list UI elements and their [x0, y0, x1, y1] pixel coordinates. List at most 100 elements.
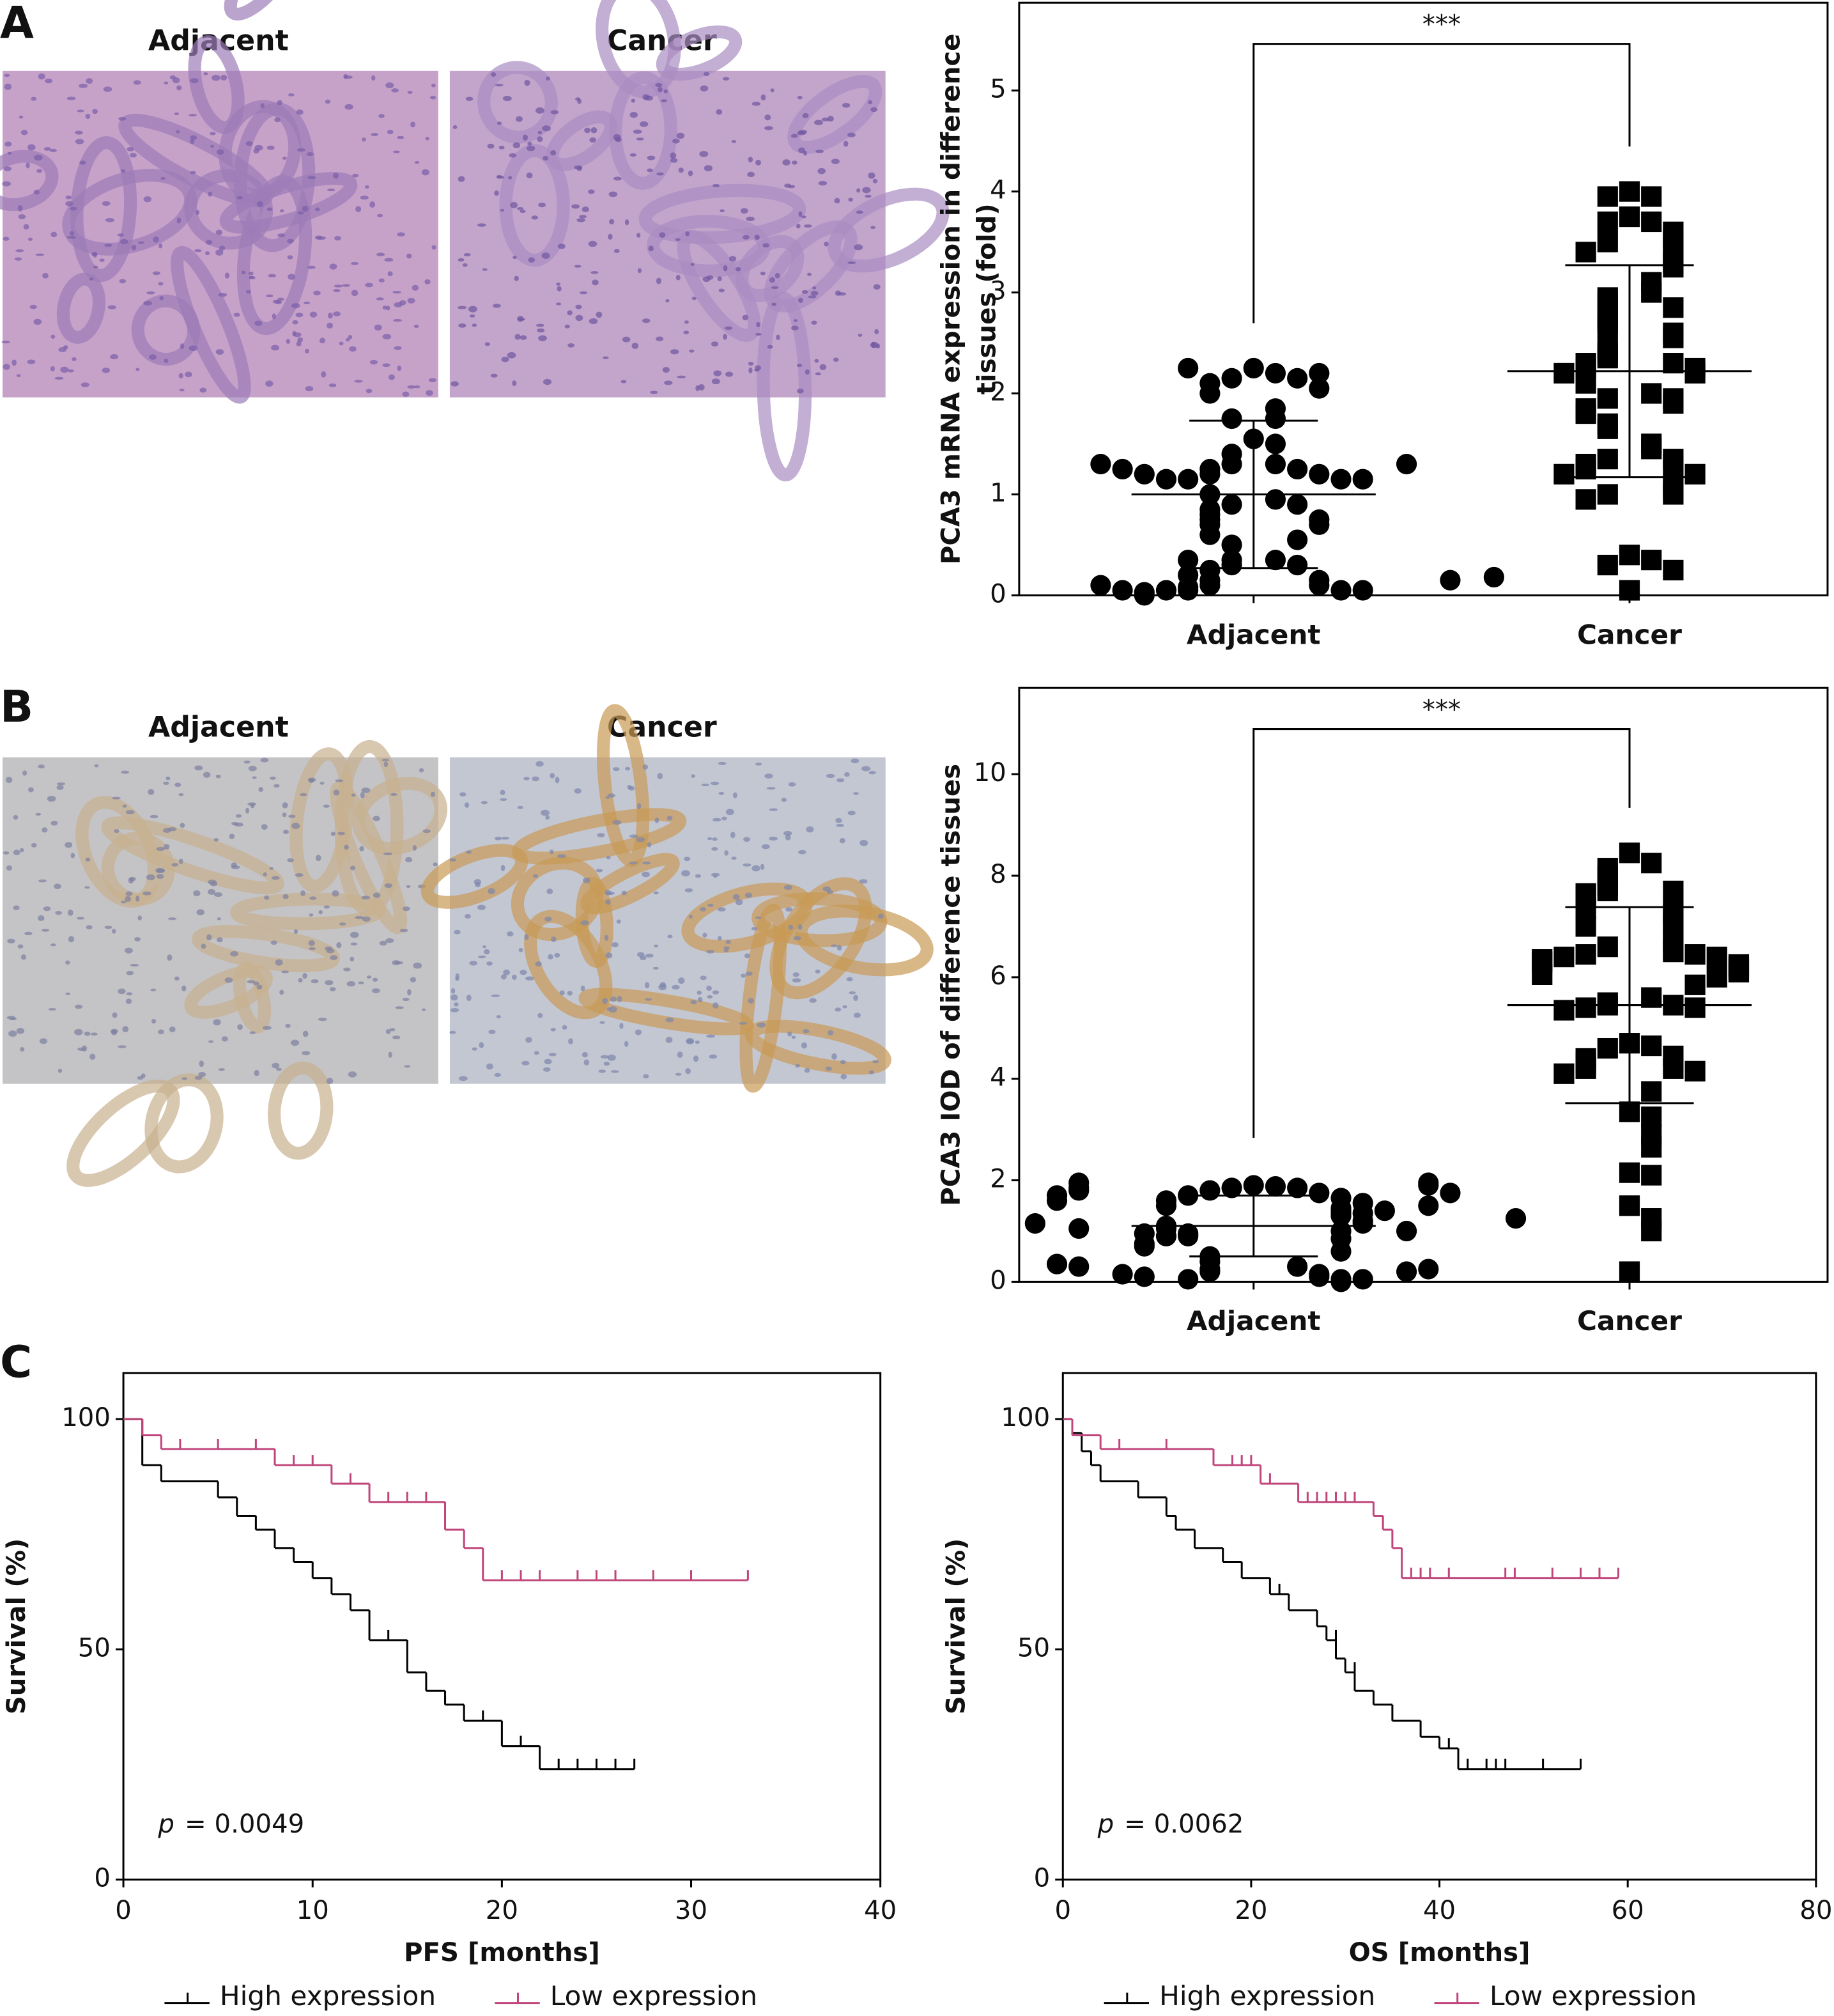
nucleus — [717, 276, 722, 281]
nucleus — [431, 83, 436, 88]
nucleus — [751, 927, 758, 931]
data-point — [1619, 181, 1640, 202]
nucleus — [346, 981, 356, 987]
nucleus — [722, 77, 730, 81]
nucleus — [414, 385, 420, 389]
data-point — [1575, 242, 1596, 263]
nucleus — [603, 1061, 610, 1066]
nucleus — [125, 891, 133, 896]
nucleus — [600, 1055, 610, 1059]
data-point — [1155, 469, 1177, 490]
nucleus — [645, 998, 652, 1001]
data-point — [1641, 1165, 1662, 1186]
nucleus — [713, 370, 722, 376]
nucleus — [567, 991, 573, 996]
nucleus — [751, 102, 760, 106]
nucleus — [110, 354, 119, 360]
nucleus — [13, 905, 20, 910]
nucleus — [815, 150, 824, 153]
nucleus — [262, 1025, 272, 1030]
nucleus — [65, 992, 71, 995]
nucleus — [412, 845, 417, 851]
data-point — [1178, 469, 1199, 490]
nucleus — [390, 793, 398, 796]
tissue-band — [219, 172, 358, 234]
nucleus — [287, 255, 293, 260]
data-point — [1663, 453, 1684, 475]
nucleus — [210, 881, 218, 887]
data-point — [1309, 1266, 1330, 1287]
nucleus — [862, 187, 871, 194]
nucleus — [743, 837, 751, 842]
nucleus — [684, 320, 689, 324]
nucleus — [690, 1000, 697, 1005]
nucleus — [194, 1076, 203, 1080]
nucleus — [3, 236, 10, 241]
nucleus — [477, 904, 486, 910]
data-point — [1178, 580, 1199, 601]
nucleus — [309, 913, 314, 917]
nucleus — [872, 178, 878, 183]
nucleus — [808, 295, 817, 299]
nucleus — [86, 78, 93, 84]
nucleus — [176, 85, 182, 91]
nucleus — [769, 277, 775, 283]
nucleus — [360, 791, 365, 798]
nucleus — [1, 340, 10, 344]
x-tick-label: 0 — [1054, 1896, 1071, 1925]
nucleus — [50, 943, 56, 947]
data-point — [1134, 1266, 1155, 1287]
tissue-band — [609, 71, 677, 190]
nucleus — [118, 988, 126, 995]
nucleus — [112, 1012, 118, 1018]
nucleus — [213, 838, 219, 842]
nucleus — [385, 1029, 391, 1034]
nucleus — [287, 238, 294, 244]
nucleus — [422, 1008, 426, 1011]
tissue-band — [596, 0, 681, 98]
nucleus — [317, 236, 327, 240]
nucleus — [712, 1002, 719, 1009]
data-point — [1265, 408, 1286, 430]
nucleus — [277, 233, 286, 238]
nucleus — [802, 112, 809, 118]
nucleus — [379, 940, 387, 946]
nucleus — [831, 1053, 837, 1060]
nucleus — [520, 970, 527, 975]
nucleus — [13, 814, 19, 820]
nucleus — [672, 984, 680, 990]
nucleus — [688, 170, 693, 176]
nucleus — [803, 150, 808, 156]
nucleus — [670, 349, 679, 355]
nucleus — [196, 909, 204, 916]
nucleus — [667, 816, 673, 821]
nucleus — [330, 832, 336, 836]
y-axis-label: PCA3 mRNA expression in difference — [936, 34, 966, 565]
nucleus — [413, 324, 419, 329]
nucleus — [575, 304, 582, 309]
nucleus — [567, 343, 574, 348]
nucleus — [230, 950, 238, 957]
nucleus — [249, 275, 254, 279]
nucleus — [371, 988, 380, 993]
data-point — [1134, 463, 1155, 485]
tissue-band — [744, 1020, 891, 1075]
tissue-band — [757, 291, 812, 482]
nucleus — [385, 938, 394, 943]
nucleus — [412, 284, 419, 291]
nucleus — [55, 911, 62, 915]
nucleus — [189, 114, 197, 117]
nucleus — [486, 1063, 493, 1070]
data-point — [1221, 1177, 1242, 1198]
data-point — [1684, 1060, 1706, 1082]
nucleus — [389, 374, 395, 380]
nucleus — [125, 810, 135, 814]
nucleus — [75, 1004, 83, 1009]
nucleus — [33, 318, 42, 325]
data-point — [1199, 1261, 1221, 1282]
nucleus — [544, 917, 552, 922]
data-point — [1597, 880, 1618, 901]
nucleus — [740, 208, 748, 214]
nucleus — [122, 1026, 129, 1033]
data-point — [1575, 489, 1596, 510]
